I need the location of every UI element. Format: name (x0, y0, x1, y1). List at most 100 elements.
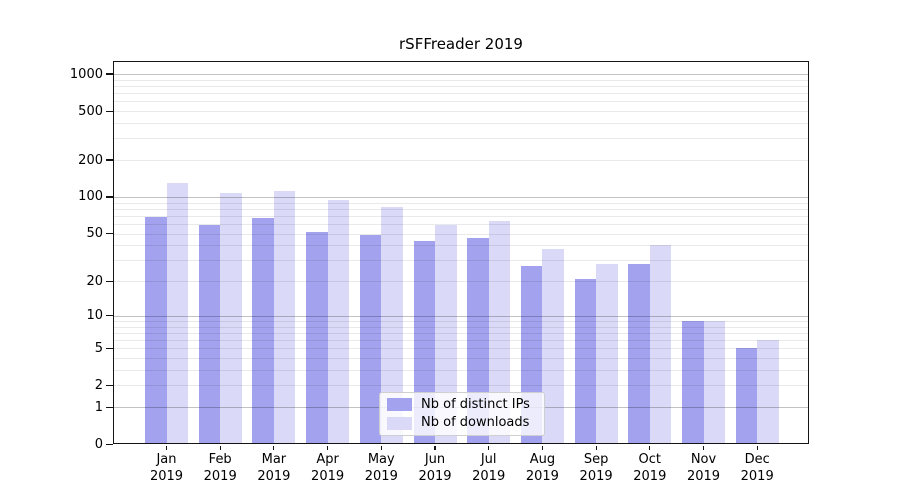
minor-gridline (113, 101, 809, 103)
y-tick-label: 500 (78, 103, 103, 119)
minor-gridline (113, 202, 809, 204)
minor-gridline (113, 79, 809, 81)
legend: Nb of distinct IPs Nb of downloads (379, 392, 545, 436)
y-tick-mark (106, 110, 113, 112)
bar-downloads-sep (596, 263, 618, 445)
y-tick-label: 5 (94, 340, 103, 356)
bar-distinct-ips-apr (306, 231, 328, 445)
x-tick-mark (595, 445, 597, 450)
y-tick-mark (106, 196, 113, 198)
x-tick-label-aug: Aug 2019 (525, 452, 559, 484)
legend-swatch-distinct-ips (387, 398, 412, 412)
x-tick-label-jun: Jun 2019 (418, 452, 452, 484)
x-tick-label-oct: Oct 2019 (633, 452, 667, 484)
bar-downloads-jan (166, 183, 188, 445)
x-tick-label-dec: Dec 2019 (740, 452, 774, 484)
bar-downloads-aug (542, 249, 564, 445)
y-tick-label: 10 (86, 308, 103, 324)
x-tick-label-feb: Feb 2019 (203, 452, 237, 484)
y-tick-label: 200 (78, 152, 103, 168)
major-gridline (113, 315, 809, 317)
y-tick-label: 2 (94, 377, 103, 393)
x-tick-label-sep: Sep 2019 (579, 452, 613, 484)
y-tick-label: 0 (94, 436, 103, 452)
y-tick-label: 20 (86, 273, 103, 289)
minor-gridline (113, 138, 809, 140)
minor-gridline (113, 281, 809, 283)
major-gridline (113, 196, 809, 198)
x-tick-mark (756, 445, 758, 450)
y-tick-mark (106, 315, 113, 317)
x-tick-mark (327, 445, 329, 450)
x-tick-mark (488, 445, 490, 450)
bar-distinct-ips-mar (252, 218, 274, 445)
y-tick-mark (106, 73, 113, 75)
y-tick-mark (106, 232, 113, 235)
legend-entry-distinct-ips: Nb of distinct IPs (387, 396, 544, 412)
bar-downloads-jun (435, 224, 457, 445)
legend-label-distinct-ips: Nb of distinct IPs (421, 396, 530, 412)
minor-gridline (113, 208, 809, 210)
x-tick-mark (219, 445, 221, 450)
minor-gridline (113, 111, 809, 113)
bar-distinct-ips-jan (145, 217, 167, 445)
minor-gridline (113, 348, 809, 350)
bar-distinct-ips-may (359, 234, 382, 445)
x-tick-mark (434, 445, 436, 450)
y-tick-mark (106, 384, 113, 386)
x-tick-mark (380, 445, 382, 450)
bar-downloads-oct (649, 245, 672, 445)
x-tick-label-mar: Mar 2019 (257, 452, 291, 484)
x-tick-label-nov: Nov 2019 (686, 452, 721, 484)
minor-gridline (113, 326, 809, 328)
bar-downloads-may (381, 207, 403, 445)
minor-gridline (113, 160, 809, 162)
y-tick-mark (106, 347, 113, 349)
bar-downloads-jul (488, 220, 511, 445)
legend-entry-downloads: Nb of downloads (387, 416, 544, 430)
bar-downloads-mar (273, 190, 296, 445)
bar-distinct-ips-feb (198, 224, 221, 445)
minor-gridline (113, 93, 809, 95)
minor-gridline (113, 358, 809, 360)
minor-gridline (113, 320, 809, 322)
y-tick-label: 50 (86, 226, 103, 242)
y-tick-label: 1 (94, 399, 103, 415)
bar-distinct-ips-oct (628, 263, 650, 445)
x-tick-label-may: May 2019 (364, 452, 398, 484)
minor-gridline (113, 215, 809, 217)
bar-distinct-ips-nov (682, 320, 704, 445)
legend-label-downloads: Nb of downloads (421, 415, 530, 431)
minor-gridline (113, 245, 809, 247)
bar-distinct-ips-sep (574, 278, 597, 445)
chart-title: rSFFreader 2019 (399, 35, 523, 53)
y-tick-label: 100 (78, 189, 103, 205)
x-tick-label-jan: Jan 2019 (149, 452, 184, 484)
minor-gridline (113, 85, 809, 87)
y-tick-mark (106, 406, 113, 408)
y-tick-mark (106, 159, 113, 161)
minor-gridline (113, 233, 809, 235)
minor-gridline (113, 370, 809, 371)
bar-distinct-ips-dec (735, 348, 758, 445)
x-tick-mark (702, 445, 705, 450)
minor-gridline (113, 223, 809, 225)
x-tick-mark (541, 445, 543, 450)
major-gridline (113, 74, 809, 76)
y-tick-mark (106, 280, 113, 282)
x-tick-mark (165, 445, 168, 450)
x-tick-mark (273, 445, 275, 450)
x-tick-label-apr: Apr 2019 (311, 452, 345, 484)
bar-downloads-nov (703, 320, 725, 445)
minor-gridline (113, 385, 809, 387)
bar-downloads-apr (327, 199, 350, 445)
x-tick-label-jul: Jul 2019 (472, 452, 506, 484)
minor-gridline (113, 332, 809, 334)
minor-gridline (113, 260, 809, 262)
bar-downloads-feb (220, 192, 242, 445)
y-tick-label: 1000 (69, 66, 103, 82)
legend-swatch-downloads (387, 416, 412, 430)
minor-gridline (113, 123, 809, 125)
minor-gridline (113, 340, 809, 341)
